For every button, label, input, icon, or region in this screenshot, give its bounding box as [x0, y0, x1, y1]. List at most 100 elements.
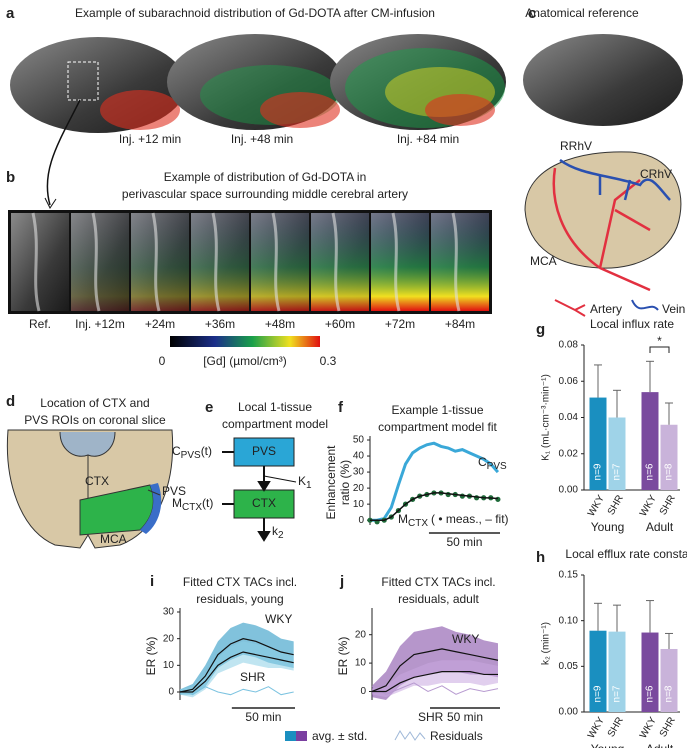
- y-tick-label: 20: [353, 483, 365, 494]
- panel-label: i: [150, 573, 154, 590]
- n-label: n=6: [645, 463, 656, 480]
- chart-title: Fitted CTX TACs incl.: [183, 575, 297, 589]
- rate-label: K1: [298, 474, 312, 490]
- scale-bar-label: 50 min: [447, 710, 483, 724]
- vessel: [391, 212, 401, 312]
- panel-title: PVS ROIs on coronal slice: [24, 413, 166, 427]
- legend-label: Artery: [590, 302, 622, 316]
- residuals: [179, 686, 294, 696]
- series-line: [372, 671, 498, 693]
- frame-label: +36m: [205, 317, 235, 331]
- panel-label: c: [528, 5, 536, 22]
- x-tick-label: WKY: [638, 493, 659, 519]
- frame-overlay: [371, 213, 429, 311]
- y-tick-label: 0.05: [559, 661, 579, 672]
- chart-title: Local efflux rate constant: [565, 547, 687, 561]
- frame-overlay: [251, 213, 309, 311]
- y-tick-label: 0.02: [559, 448, 579, 459]
- colorbar: [170, 336, 320, 347]
- label-suffix: ( • meas., ‒ fit): [431, 512, 509, 526]
- series-line: [371, 648, 499, 693]
- y-tick-label: 10: [355, 658, 367, 669]
- panel-title: Anatomical reference: [525, 6, 639, 20]
- y-tick-label: 0.15: [559, 570, 579, 581]
- bar: [660, 424, 678, 490]
- vessel-label: CRhV: [640, 167, 672, 181]
- box-label: PVS: [252, 444, 276, 458]
- y-tick-label: 30: [353, 467, 365, 478]
- n-label: n=7: [612, 463, 623, 480]
- vessel: [451, 212, 461, 312]
- vessel: [211, 212, 221, 312]
- legend-label: Residuals: [430, 729, 483, 743]
- bar: [608, 417, 626, 490]
- output-label: MCTX(t): [172, 496, 213, 512]
- n-label: n=8: [664, 685, 675, 702]
- bar: [641, 392, 659, 490]
- bar: [589, 630, 607, 712]
- region-label: MCA: [100, 532, 127, 546]
- label-sub: CTX: [408, 518, 428, 529]
- panel-label: h: [536, 549, 545, 566]
- y-axis-label: ER (%): [336, 637, 350, 676]
- y-tick-label: 20: [163, 633, 175, 644]
- vessel-label: MCA: [530, 254, 557, 268]
- bar: [660, 648, 678, 712]
- y-axis-label: K₁ (mL·cm⁻³·min⁻¹): [541, 374, 552, 461]
- n-label: n=7: [612, 685, 623, 702]
- caption: Inj. +84 min: [397, 132, 459, 146]
- y-tick-label: 20: [355, 629, 367, 640]
- vessel: [331, 212, 341, 312]
- chart-title: residuals, adult: [398, 592, 479, 606]
- colorbar-tick: 0.3: [320, 354, 337, 368]
- frame-label: +72m: [385, 317, 415, 331]
- std-band: [180, 641, 294, 698]
- panel-label: b: [6, 169, 15, 186]
- frame-overlay: [191, 213, 249, 311]
- n-label: n=6: [645, 685, 656, 702]
- y-tick-label: 0: [358, 515, 364, 526]
- series-label: MCTX( • meas., ‒ fit): [398, 512, 509, 528]
- x-tick-label: WKY: [586, 715, 607, 741]
- y-tick-label: 50: [353, 435, 365, 446]
- coronal-slice: [6, 429, 174, 549]
- group-label: Young: [591, 742, 625, 748]
- region-label: CTX: [85, 474, 109, 488]
- anatomy: [523, 34, 683, 317]
- y-tick-label: 10: [353, 499, 365, 510]
- panel-label: e: [205, 399, 213, 416]
- caption: Inj. +48 min: [231, 132, 293, 146]
- panel-label: g: [536, 321, 545, 338]
- compartment-box: [233, 437, 295, 467]
- brain-renders: [10, 34, 506, 209]
- n-label: n=9: [593, 685, 604, 702]
- label-main: M: [398, 512, 408, 526]
- panel-label: d: [6, 393, 15, 410]
- colorbar-label: [Gd] (µmol/cm³): [203, 354, 287, 368]
- y-tick-label: 40: [353, 451, 365, 462]
- panel-title: perivascular space surrounding middle ce…: [122, 187, 408, 201]
- series-label: WKY: [265, 612, 292, 626]
- y-tick-label: 0: [168, 687, 174, 698]
- bar: [608, 631, 626, 712]
- y-tick-label: 0.10: [559, 615, 579, 626]
- panel-label: j: [339, 573, 344, 590]
- frame-label: Ref.: [29, 317, 51, 331]
- x-tick-label: SHR: [658, 493, 678, 517]
- vessel-label: RRhV: [560, 139, 592, 153]
- series-label: CPVS: [478, 455, 507, 471]
- frame-overlay: [131, 213, 189, 311]
- panel-title: Local 1-tissue: [238, 400, 312, 414]
- x-tick-label: WKY: [586, 493, 607, 519]
- y-tick-label: 0: [360, 686, 366, 697]
- chart-title: Fitted CTX TACs incl.: [381, 575, 495, 589]
- y-axis-label: ratio (%): [338, 460, 352, 505]
- panel-title: Location of CTX and: [40, 396, 149, 410]
- box-label: CTX: [252, 496, 276, 510]
- label-main: WKY: [452, 632, 479, 646]
- arrows: [222, 451, 297, 542]
- frame-overlay: [311, 213, 369, 311]
- frame-strip: [8, 210, 492, 314]
- panel-title: compartment model: [222, 417, 328, 431]
